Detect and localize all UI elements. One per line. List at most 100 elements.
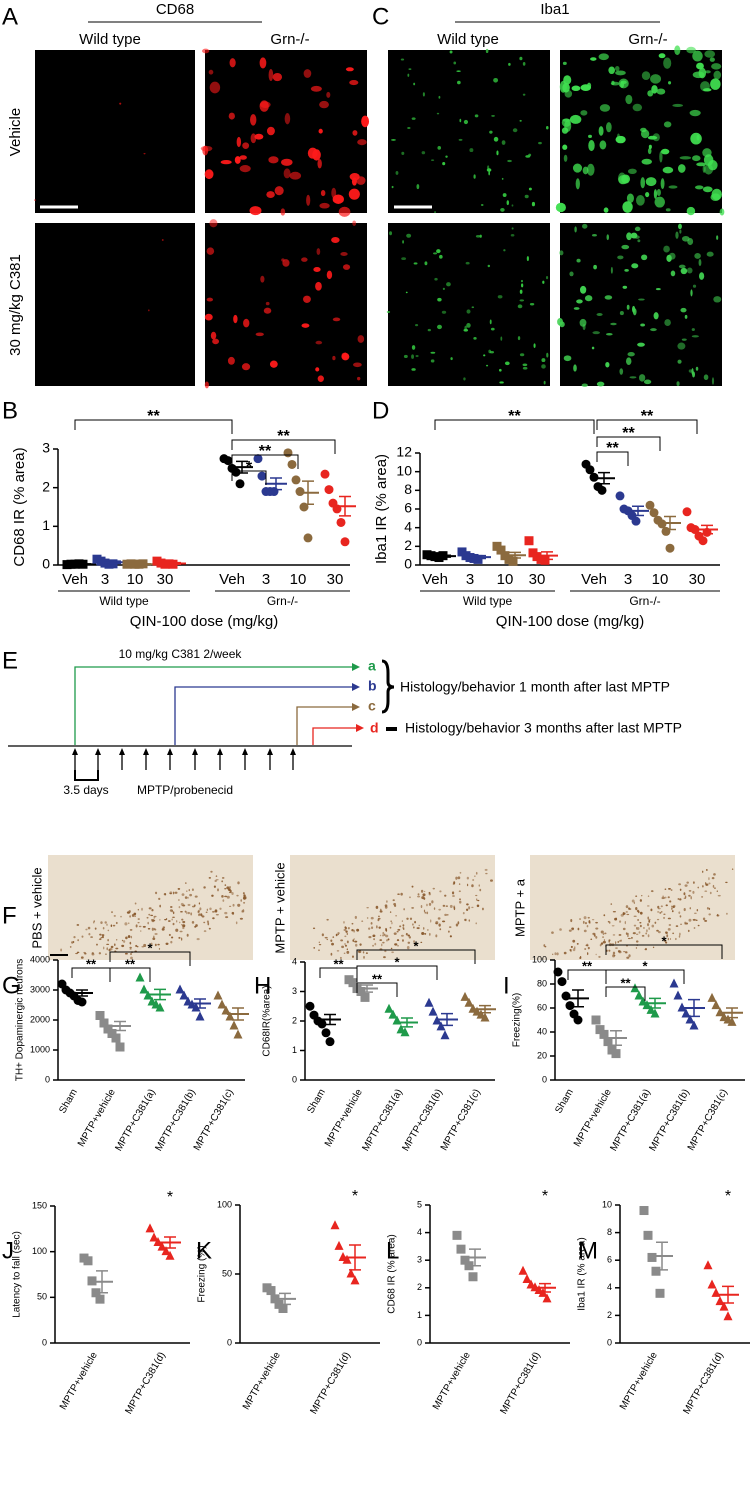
arrow-head: [267, 748, 273, 755]
cell: [411, 117, 416, 120]
cell: [237, 881, 240, 885]
cell: [659, 151, 663, 163]
cell: [627, 907, 631, 910]
cell: [266, 191, 275, 198]
significance-label: **: [86, 956, 97, 971]
cell: [83, 951, 86, 954]
cell: [408, 68, 412, 70]
cell: [585, 944, 589, 947]
cell: [651, 85, 658, 94]
micrograph: [388, 48, 550, 214]
cell: [489, 319, 492, 325]
cell: [585, 922, 587, 925]
cell: [589, 921, 591, 924]
arrow-head: [352, 683, 360, 691]
cell: [635, 947, 638, 949]
data-point: [542, 1293, 552, 1303]
interval-bracket: [74, 770, 99, 781]
sem-bar: [649, 997, 661, 1009]
cell: [625, 911, 628, 913]
x-tick-label: MPTP+vehicle: [241, 1350, 283, 1412]
cell: [431, 900, 434, 904]
cell: [466, 309, 471, 314]
data-point: [661, 526, 671, 536]
cell: [619, 368, 624, 375]
sem-bar: [154, 988, 166, 1001]
micrograph: [48, 855, 253, 960]
cell: [625, 905, 629, 909]
cell: [346, 950, 350, 954]
sem-bar: [479, 1004, 491, 1014]
cell: [407, 941, 411, 944]
cell: [703, 374, 709, 381]
cell: [134, 915, 136, 917]
cell: [170, 940, 173, 944]
sem-bar: [270, 477, 282, 491]
cell: [249, 206, 262, 216]
cell: [572, 948, 576, 952]
cell: [268, 156, 279, 164]
cell: [576, 299, 583, 304]
cell: [343, 952, 346, 954]
cell: [331, 942, 334, 946]
cell: [476, 904, 480, 908]
cell: [430, 919, 432, 923]
cell: [326, 938, 329, 941]
data-point: [360, 992, 370, 1002]
data-point: [585, 465, 595, 475]
x-tick-label: 3: [466, 571, 474, 588]
cell: [354, 915, 357, 919]
cell: [382, 941, 385, 944]
cell: [690, 132, 702, 145]
cell: [669, 900, 672, 903]
cell: [615, 70, 626, 76]
cell: [119, 102, 122, 105]
cell: [405, 932, 408, 936]
cell: [712, 884, 715, 888]
cell: [656, 918, 660, 921]
cell: [588, 134, 592, 138]
data-point: [115, 1042, 125, 1052]
cell: [102, 927, 105, 930]
cell: [487, 264, 491, 268]
cell: [357, 335, 365, 343]
cell: [445, 905, 449, 907]
cell: [599, 140, 607, 150]
data-point: [253, 454, 263, 464]
cell: [315, 281, 322, 291]
cell: [686, 267, 693, 274]
cell: [563, 951, 567, 955]
cell: [686, 206, 696, 216]
y-tick-label: 0: [417, 1337, 422, 1347]
data-point: [464, 997, 474, 1007]
cell: [336, 950, 340, 952]
y-tick-label: 1: [417, 1310, 422, 1320]
cell: [171, 918, 173, 921]
cell: [90, 936, 94, 938]
cell: [688, 890, 692, 892]
x-tick-label: MPTP+C381(a): [113, 1087, 157, 1153]
cell: [147, 921, 149, 925]
cell: [675, 231, 679, 239]
sem-bar: [509, 551, 521, 559]
cell: [638, 298, 645, 301]
cell: [98, 952, 102, 955]
cell: [397, 893, 400, 895]
cell: [129, 948, 132, 950]
cell: [254, 133, 264, 140]
cell: [141, 907, 143, 911]
cell: [531, 201, 536, 207]
data-point: [225, 1011, 235, 1021]
cell: [626, 934, 629, 938]
panel-letter: D: [372, 397, 389, 424]
cell: [582, 323, 586, 331]
cell: [572, 163, 583, 173]
cell: [658, 931, 661, 934]
data-point: [480, 1012, 490, 1022]
x-tick-label: 3: [101, 571, 109, 588]
cell: [326, 270, 333, 280]
cell: [619, 940, 621, 942]
cell: [681, 235, 690, 242]
cell: [178, 898, 180, 902]
